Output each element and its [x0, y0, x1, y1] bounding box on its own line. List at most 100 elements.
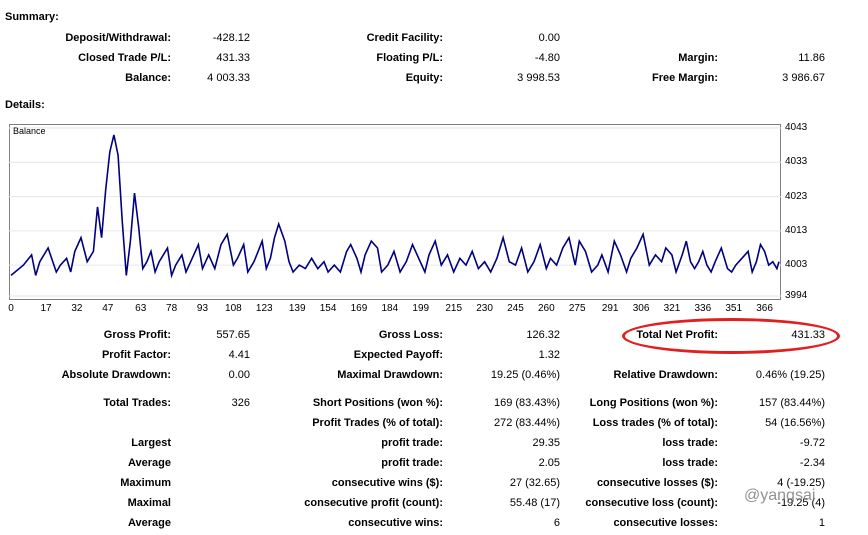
abs-drawdown-value: 0.00	[228, 369, 250, 381]
balance-label: Balance:	[125, 72, 171, 84]
y-tick-label: 4033	[785, 156, 808, 168]
x-tick-label: 351	[725, 303, 743, 314]
closed-pl-value: 431.33	[216, 52, 250, 64]
free-margin-value: 3 986.67	[782, 72, 825, 84]
watermark: @yangsai	[744, 487, 816, 504]
floating-value: -4.80	[534, 52, 560, 64]
average-loss-label: loss trade:	[662, 457, 718, 469]
equity-value: 3 998.53	[517, 72, 560, 84]
y-tick-label: 4013	[785, 224, 808, 236]
expected-payoff-value: 1.32	[538, 349, 560, 361]
balance-value: 4 003.33	[207, 72, 250, 84]
x-tick-label: 291	[601, 303, 619, 314]
y-tick-label: 4023	[785, 190, 808, 202]
summary-title: Summary:	[5, 11, 59, 23]
avg-cons-wins-value: 6	[553, 517, 560, 529]
avg-cons-losses-value: 1	[818, 517, 825, 529]
gross-profit-value: 557.65	[216, 329, 250, 341]
max-drawdown-value: 19.25 (0.46%)	[490, 369, 560, 381]
x-tick-label: 336	[694, 303, 712, 314]
x-tick-label: 63	[135, 303, 147, 314]
largest-profit-label: profit trade:	[381, 437, 443, 449]
avg-cons-losses-label: consecutive losses:	[613, 517, 718, 529]
margin-value: 11.86	[798, 52, 825, 64]
abs-drawdown-label: Absolute Drawdown:	[61, 369, 171, 381]
x-tick-label: 366	[756, 303, 773, 314]
largest-profit-value: 29.35	[532, 437, 560, 449]
x-tick-label: 154	[319, 303, 337, 314]
profit-factor-value: 4.41	[228, 349, 250, 361]
x-tick-label: 93	[196, 303, 209, 314]
x-tick-label: 139	[288, 303, 306, 314]
max-cons-wins-label: consecutive wins ($):	[331, 477, 443, 489]
free-margin-label: Free Margin:	[651, 72, 718, 84]
credit-label: Credit Facility:	[366, 32, 443, 44]
x-tick-label: 245	[507, 303, 524, 314]
x-tick-label: 108	[225, 303, 242, 314]
chart-frame	[9, 124, 781, 300]
x-tick-label: 32	[71, 303, 83, 314]
avg-cons-wins-label: consecutive wins:	[348, 517, 443, 529]
margin-label: Margin:	[678, 52, 718, 64]
average-label-2: Average	[127, 517, 171, 529]
x-tick-label: 17	[40, 303, 52, 314]
profit-trades-label: Profit Trades (% of total):	[312, 417, 443, 429]
long-positions-value: 157 (83.44%)	[758, 397, 825, 409]
deposit-value: -428.12	[212, 32, 250, 44]
x-tick-label: 230	[476, 303, 493, 314]
x-tick-label: 123	[255, 303, 273, 314]
max-drawdown-label: Maximal Drawdown:	[337, 369, 443, 381]
maximum-label: Maximum	[120, 477, 171, 489]
y-tick-label: 4003	[785, 259, 808, 271]
x-tick-label: 78	[166, 303, 178, 314]
x-tick-label: 306	[632, 303, 650, 314]
y-tick-label: 3994	[785, 290, 808, 301]
max-cons-losses-value: 4 (-19.25)	[777, 477, 825, 489]
maximal-cons-loss-label: consecutive loss (count):	[585, 497, 718, 509]
chart-title: Balance	[13, 126, 46, 136]
details-title: Details:	[5, 99, 45, 111]
gross-loss-value: 126.32	[526, 329, 560, 341]
highlight-oval	[622, 318, 840, 354]
balance-chart: Balance	[9, 124, 781, 300]
total-trades-value: 326	[231, 397, 250, 409]
floating-label: Floating P/L:	[376, 52, 443, 64]
loss-trades-label: Loss trades (% of total):	[592, 417, 718, 429]
x-tick-label: 215	[445, 303, 463, 314]
chart-gridlines	[9, 127, 781, 297]
equity-label: Equity:	[405, 72, 443, 84]
credit-value: 0.00	[538, 32, 560, 44]
x-tick-label: 169	[350, 303, 368, 314]
x-tick-label: 321	[663, 303, 681, 314]
gross-profit-label: Gross Profit:	[103, 329, 171, 341]
x-tick-label: 260	[537, 303, 555, 314]
largest-label: Largest	[131, 437, 171, 449]
closed-pl-label: Closed Trade P/L:	[78, 52, 171, 64]
balance-series-line	[10, 134, 780, 279]
x-tick-label: 0	[8, 303, 14, 314]
average-label: Average	[127, 457, 171, 469]
relative-drawdown-label: Relative Drawdown:	[613, 369, 718, 381]
x-tick-label: 199	[412, 303, 430, 314]
profit-trades-value: 272 (83.44%)	[493, 417, 560, 429]
maximal-cons-loss-value: -19.25 (4)	[777, 497, 825, 509]
max-cons-wins-value: 27 (32.65)	[509, 477, 560, 489]
relative-drawdown-value: 0.46% (19.25)	[755, 369, 825, 381]
deposit-label: Deposit/Withdrawal:	[65, 32, 171, 44]
expected-payoff-label: Expected Payoff:	[353, 349, 443, 361]
average-profit-value: 2.05	[538, 457, 560, 469]
short-positions-label: Short Positions (won %):	[312, 397, 443, 409]
max-cons-losses-label: consecutive losses ($):	[596, 477, 718, 489]
short-positions-value: 169 (83.43%)	[493, 397, 560, 409]
largest-loss-value: -9.72	[799, 437, 825, 449]
total-trades-label: Total Trades:	[103, 397, 171, 409]
x-axis-labels: 0 17 32 47 63 78 93 108 123 139 154 169 184 199 215 230…	[0, 303, 868, 317]
x-tick-label: 47	[102, 303, 114, 314]
long-positions-label: Long Positions (won %):	[589, 397, 718, 409]
x-tick-label: 275	[568, 303, 586, 314]
largest-loss-label: loss trade:	[662, 437, 718, 449]
maximal-cons-profit-value: 55.48 (17)	[509, 497, 560, 509]
maximal-cons-profit-label: consecutive profit (count):	[304, 497, 443, 509]
loss-trades-value: 54 (16.56%)	[765, 417, 825, 429]
maximal-label: Maximal	[127, 497, 171, 509]
